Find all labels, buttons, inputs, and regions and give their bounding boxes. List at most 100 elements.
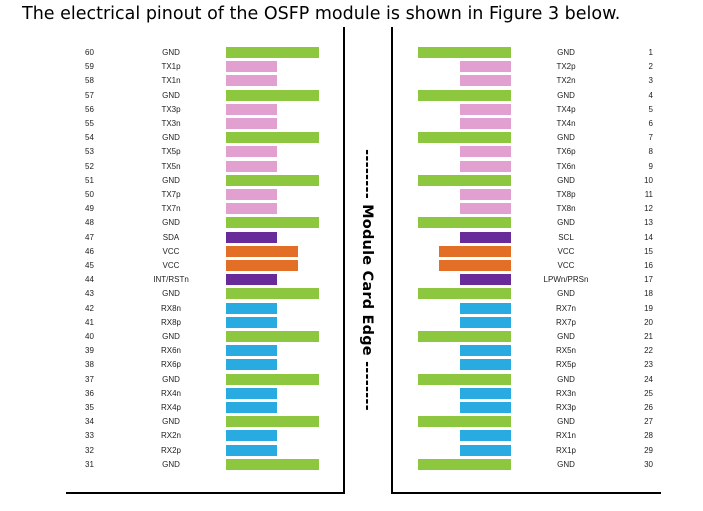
pin-row-left: 33 RX2n bbox=[66, 429, 343, 442]
pin-row-left: 34 GND bbox=[66, 415, 343, 428]
pin-number: 6 bbox=[648, 119, 653, 128]
pin-signal-label: LPWn/PRSn bbox=[543, 275, 589, 285]
pin-contact-pad-gnd bbox=[226, 458, 319, 470]
pin-number: 35 bbox=[85, 403, 94, 412]
pin-row-right: 7 GND bbox=[393, 131, 661, 144]
pin-contact-pad-tx bbox=[226, 146, 277, 158]
pin-number: 43 bbox=[85, 289, 94, 299]
pin-row-right: 17 LPWn/PRSn bbox=[393, 273, 661, 286]
pin-row-left: 51 GND bbox=[66, 174, 343, 187]
pin-row-right: 1 GND bbox=[393, 46, 661, 59]
pin-signal-label: RX3p bbox=[555, 403, 576, 412]
pin-number: 49 bbox=[85, 204, 94, 214]
pin-signal-label: TX4n bbox=[556, 119, 576, 128]
pin-row-right: 28 RX1n bbox=[393, 429, 661, 442]
pin-contact-pad-tx bbox=[460, 146, 511, 158]
pin-row-left: 45 VCC bbox=[66, 259, 343, 272]
pin-row-right: 19 RX7n bbox=[393, 302, 661, 315]
pin-signal-label: GND bbox=[557, 133, 575, 143]
pin-number: 17 bbox=[644, 275, 653, 285]
pin-row-right: 21 GND bbox=[393, 330, 661, 343]
pin-contact-pad-ls bbox=[226, 231, 277, 243]
pin-contact-pad-ls bbox=[460, 274, 511, 286]
pin-contact-pad-tx bbox=[226, 61, 277, 73]
pin-row-left: 53 TX5p bbox=[66, 145, 343, 158]
pin-signal-label: GND bbox=[557, 332, 575, 341]
pin-number: 59 bbox=[85, 62, 94, 72]
pin-number: 38 bbox=[85, 360, 94, 370]
pin-signal-label: VCC bbox=[162, 246, 180, 256]
pin-signal-label: TX1n bbox=[161, 76, 181, 86]
pin-signal-label: RX1n bbox=[555, 431, 576, 441]
pin-number: 13 bbox=[644, 218, 653, 228]
pin-contact-pad-tx bbox=[460, 118, 511, 129]
pin-number: 19 bbox=[644, 303, 653, 313]
pin-contact-pad-vcc bbox=[226, 260, 298, 271]
pin-number: 25 bbox=[644, 388, 653, 398]
pin-row-left: 56 TX3p bbox=[66, 103, 343, 116]
pin-contact-pad-gnd bbox=[418, 288, 511, 300]
pin-signal-label: TX5p bbox=[161, 147, 181, 157]
pin-number: 2 bbox=[648, 62, 653, 72]
pin-signal-label: VCC bbox=[557, 261, 575, 270]
pin-number: 28 bbox=[644, 431, 653, 441]
pin-number: 14 bbox=[644, 232, 653, 242]
pin-row-right: 23 RX5p bbox=[393, 358, 661, 371]
pin-row-right: 18 GND bbox=[393, 287, 661, 300]
pin-number: 7 bbox=[648, 133, 653, 143]
pin-signal-label: GND bbox=[162, 374, 180, 384]
pin-row-left: 46 VCC bbox=[66, 245, 343, 258]
pin-number: 16 bbox=[644, 261, 653, 270]
pin-signal-label: GND bbox=[162, 90, 180, 100]
pin-signal-label: TX6p bbox=[556, 147, 576, 157]
pin-number: 55 bbox=[85, 119, 94, 128]
pin-row-left: 35 RX4p bbox=[66, 401, 343, 414]
pin-signal-label: GND bbox=[162, 48, 180, 57]
pin-contact-pad-gnd bbox=[418, 416, 511, 428]
pin-contact-pad-gnd bbox=[226, 89, 319, 101]
pin-signal-label: RX6p bbox=[160, 360, 181, 370]
pin-contact-pad-rx bbox=[460, 430, 511, 442]
pin-signal-label: TX8n bbox=[556, 204, 576, 214]
pin-contact-pad-tx bbox=[460, 203, 511, 215]
pin-contact-pad-gnd bbox=[226, 217, 319, 229]
pin-signal-label: TX2p bbox=[556, 62, 576, 72]
pin-number: 42 bbox=[85, 303, 94, 313]
pin-number: 9 bbox=[648, 161, 653, 171]
pin-contact-pad-rx bbox=[460, 316, 511, 328]
pin-signal-label: VCC bbox=[162, 261, 180, 270]
pin-number: 26 bbox=[644, 403, 653, 412]
pin-signal-label: RX2p bbox=[160, 445, 181, 455]
pin-signal-label: VCC bbox=[557, 246, 575, 256]
pin-row-right: 26 RX3p bbox=[393, 401, 661, 414]
pin-row-left: 48 GND bbox=[66, 216, 343, 229]
pin-number: 29 bbox=[644, 445, 653, 455]
pin-row-left: 60 GND bbox=[66, 46, 343, 59]
pin-signal-label: GND bbox=[557, 289, 575, 299]
pin-signal-label: TX7n bbox=[161, 204, 181, 214]
pin-row-right: 6 TX4n bbox=[393, 117, 661, 130]
pin-row-left: 38 RX6p bbox=[66, 358, 343, 371]
pin-number: 3 bbox=[648, 76, 653, 86]
pin-row-right: 14 SCL bbox=[393, 231, 661, 244]
pin-row-left: 55 TX3n bbox=[66, 117, 343, 130]
pin-row-right: 12 TX8n bbox=[393, 202, 661, 215]
pin-number: 60 bbox=[85, 48, 94, 57]
pin-row-right: 10 GND bbox=[393, 174, 661, 187]
pin-signal-label: RX3n bbox=[555, 388, 576, 398]
pin-row-right: 9 TX6n bbox=[393, 160, 661, 173]
pin-signal-label: GND bbox=[557, 374, 575, 384]
pin-contact-pad-gnd bbox=[226, 416, 319, 428]
pin-row-left: 32 RX2p bbox=[66, 444, 343, 457]
pin-contact-pad-gnd bbox=[226, 288, 319, 300]
pin-contact-pad-gnd bbox=[226, 47, 319, 58]
pin-row-left: 47 SDA bbox=[66, 231, 343, 244]
pin-signal-label: RX1p bbox=[555, 445, 576, 455]
pin-signal-label: RX7n bbox=[555, 303, 576, 313]
pin-contact-pad-rx bbox=[460, 302, 511, 314]
pin-contact-pad-tx bbox=[226, 189, 277, 200]
pin-row-right: 15 VCC bbox=[393, 245, 661, 258]
pin-signal-label: RX8p bbox=[160, 317, 181, 327]
pin-signal-label: INT/RSTn bbox=[153, 275, 189, 285]
pin-signal-label: GND bbox=[557, 459, 575, 469]
